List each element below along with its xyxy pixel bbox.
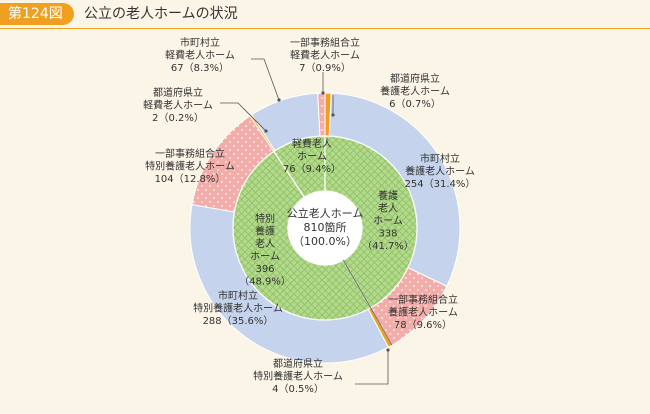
leader-line-6 xyxy=(220,102,267,132)
inner-label-1: 養護老人ホーム 338 （41.7%） xyxy=(362,189,414,252)
header-rule xyxy=(0,28,650,29)
outer-label-8: 一部事務組合立軽費老人ホーム 7（0.9%） xyxy=(290,36,360,74)
leader-dot-3 xyxy=(386,348,390,352)
leader-dot-7 xyxy=(277,98,281,102)
boundary-line xyxy=(343,259,393,346)
leader-dot-6 xyxy=(264,129,268,133)
slice-labels: 軽費老人ホーム 76（9.4%） 養護老人ホーム 338 （41.7%） 特別養護老人ホー… xyxy=(143,36,475,395)
outer-label-6: 都道府県立軽費老人ホーム 2（0.2%） xyxy=(143,86,213,124)
inner-ring xyxy=(232,135,418,321)
leader-line-7 xyxy=(251,58,280,101)
figure-number-badge: 第124図 xyxy=(0,3,74,25)
outer-label-0: 都道府県立養護老人ホーム 6（0.7%） xyxy=(380,72,450,110)
outer-ring xyxy=(189,92,461,364)
inner-label-2: 特別養護老人ホーム 396 （48.9%） xyxy=(239,213,291,288)
center-circle xyxy=(288,191,362,265)
outer-label-7: 市町村立軽費老人ホーム 67（8.3%） xyxy=(165,36,235,74)
outer-label-2: 一部事務組合立養護老人ホーム 78（9.6%） xyxy=(388,293,458,331)
figure-title: 公立の老人ホームの状況 xyxy=(84,6,238,22)
center-label-name: 公立老人ホーム xyxy=(287,206,364,220)
leader-lines xyxy=(220,58,393,385)
leader-dot-0 xyxy=(331,113,335,117)
leader-dot-8 xyxy=(321,91,325,95)
center-label-percent: （100.0%） xyxy=(293,235,357,248)
figure-header: 第124図 公立の老人ホームの状況 xyxy=(0,0,650,30)
inner-label-0: 軽費老人ホーム 76（9.4%） xyxy=(283,137,341,175)
outer-label-5: 一部事務組合立特別養護老人ホーム 104（12.8%） xyxy=(145,147,235,185)
outer-label-1: 市町村立養護老人ホーム 254（31.4%） xyxy=(405,152,476,190)
outer-label-4: 市町村立特別養護老人ホーム 288（35.6%） xyxy=(193,289,283,327)
outer-label-3: 都道府県立特別養護老人ホーム 4（0.5%） xyxy=(253,357,343,395)
center-label-count: 810箇所 xyxy=(304,220,347,234)
leader-line-3 xyxy=(355,350,389,385)
